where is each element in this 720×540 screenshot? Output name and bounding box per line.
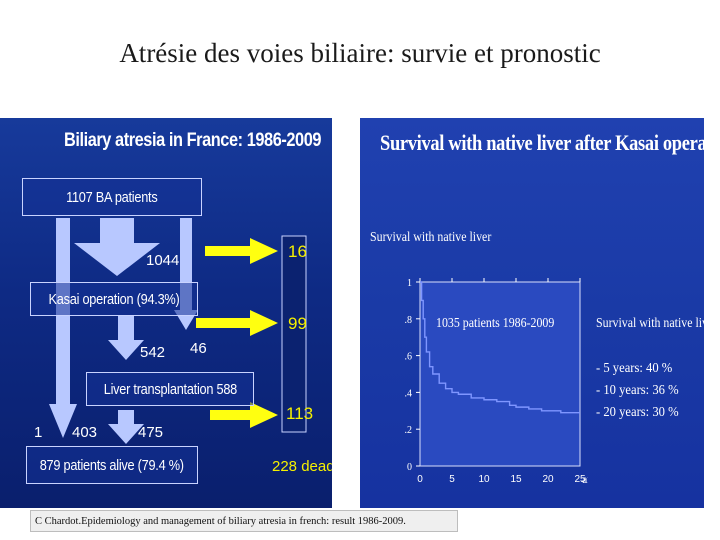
survival-title: Survival with native liver after Kasai o… [380, 130, 704, 155]
label-228-dead: 228 dead [272, 458, 332, 475]
label-113: 113 [286, 404, 314, 423]
arrow-yellow-16 [205, 238, 278, 264]
dead-column [281, 235, 307, 433]
y-tick-label: 0 [407, 462, 412, 473]
chart-annotation: 1035 patients 1986-2009 [436, 316, 555, 331]
x-tick-label: 0 [417, 474, 423, 485]
plot-area [419, 281, 581, 467]
label-99: 99 [288, 314, 307, 333]
label-16: 16 [288, 242, 307, 261]
x-tick-label: 15 [510, 474, 522, 485]
box-ba-patients: 1107 BA patients [22, 178, 202, 216]
flowchart-title: Biliary atresia in France: 1986-2009 [64, 130, 322, 151]
label-1044: 1044 [146, 252, 180, 269]
arrow-542 [108, 316, 144, 360]
legend-heading: Survival with native liver: [596, 316, 704, 331]
y-tick-label: .2 [405, 425, 413, 436]
x-axis-label: années [582, 472, 588, 486]
y-tick-label: 1 [407, 278, 412, 289]
label-475: 475 [138, 424, 164, 441]
box-liver-transplantation: Liver transplantation 588 [86, 372, 254, 406]
survival-panel: Survival with native liver after Kasai o… [360, 118, 704, 508]
label-46: 46 [190, 340, 207, 357]
box-patients-alive: 879 patients alive (79.4 %) [26, 446, 198, 484]
arrow-yellow-99 [196, 310, 278, 336]
legend-item-10y: - 10 years: 36 % [596, 383, 679, 398]
y-tick-label: .6 [405, 352, 413, 363]
y-tick-label: .8 [405, 315, 413, 326]
citation: C Chardot.Epidemiology and management of… [30, 510, 458, 532]
survival-legend: - 5 years: 40 % - 10 years: 36 % - 20 ye… [596, 358, 688, 424]
x-tick-label: 10 [478, 474, 490, 485]
arrow-475 [108, 410, 144, 444]
survival-curve [420, 281, 580, 414]
label-1: 1 [34, 424, 43, 441]
label-542: 542 [140, 344, 166, 361]
x-tick-label: 5 [449, 474, 455, 485]
x-tick-label: 25 [574, 474, 586, 485]
arrow-left-long [49, 218, 77, 438]
arrow-to-kasai [74, 218, 160, 276]
label-403: 403 [72, 424, 98, 441]
legend-item-20y: - 20 years: 30 % [596, 405, 679, 420]
x-tick-label: 20 [542, 474, 554, 485]
chart-heading: Survival with native liver [370, 230, 492, 245]
arrow-yellow-113 [210, 402, 278, 428]
slide-title: Atrésie des voies biliaire: survie et pr… [119, 38, 601, 68]
box-kasai-operation: Kasai operation (94.3%) [30, 282, 198, 316]
legend-item-5y: - 5 years: 40 % [596, 361, 673, 376]
flowchart-panel: Biliary atresia in France: 1986-2009 110… [0, 118, 332, 508]
flowchart-arrows [49, 218, 307, 444]
survival-chart: 0.2.4.6.810510152025années [405, 278, 588, 486]
y-tick-label: .4 [405, 388, 413, 399]
